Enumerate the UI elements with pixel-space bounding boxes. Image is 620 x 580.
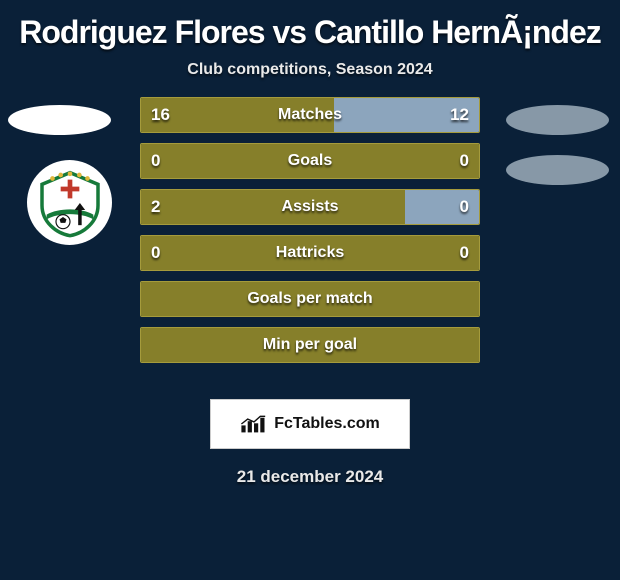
stat-label: Matches	[278, 106, 342, 124]
value-right: 0	[460, 151, 469, 171]
stat-row: 16 12 Matches	[140, 97, 480, 133]
page-subtitle: Club competitions, Season 2024	[0, 55, 620, 97]
stat-label: Min per goal	[263, 336, 357, 354]
stat-row: Goals per match	[140, 281, 480, 317]
stat-row: 0 0 Hattricks	[140, 235, 480, 271]
badge-text: FcTables.com	[274, 415, 380, 433]
left-flag	[8, 105, 111, 135]
stat-row: Min per goal	[140, 327, 480, 363]
club-crest	[27, 160, 112, 245]
value-left: 16	[151, 105, 170, 125]
stat-label: Goals per match	[247, 290, 372, 308]
stat-row: 2 0 Assists	[140, 189, 480, 225]
stats-area: 16 12 Matches 0 0 Goals 2 0 Assists 0 0 Hattricks Go…	[0, 97, 620, 397]
right-flag-2	[506, 155, 609, 185]
chart-icon	[240, 413, 268, 435]
shield-icon	[35, 168, 105, 238]
value-right: 0	[460, 197, 469, 217]
stat-bars: 16 12 Matches 0 0 Goals 2 0 Assists 0 0 Hattricks Go…	[140, 97, 480, 373]
stat-row: 0 0 Goals	[140, 143, 480, 179]
value-right: 12	[450, 105, 469, 125]
stat-label: Hattricks	[276, 244, 344, 262]
page-title: Rodriguez Flores vs Cantillo HernÃ¡ndez	[0, 0, 620, 55]
right-flag-1	[506, 105, 609, 135]
footer-date: 21 december 2024	[0, 449, 620, 505]
value-right: 0	[460, 243, 469, 263]
stat-label: Assists	[282, 198, 339, 216]
value-left: 0	[151, 151, 160, 171]
bar-left	[141, 190, 405, 224]
value-left: 0	[151, 243, 160, 263]
stat-label: Goals	[288, 152, 332, 170]
fctables-badge[interactable]: FcTables.com	[210, 399, 410, 449]
value-left: 2	[151, 197, 160, 217]
